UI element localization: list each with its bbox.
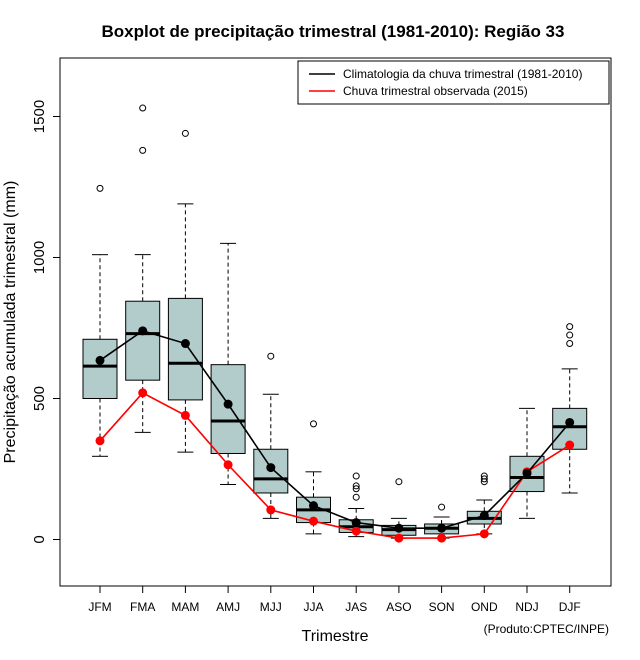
x-axis-title: Trimestre (302, 628, 369, 645)
series-point-observed (180, 410, 190, 420)
x-tick-label: DJF (559, 600, 581, 614)
outlier-point (181, 129, 189, 137)
y-axis-title: Precipitação acumulada trimestral (mm) (2, 181, 19, 464)
x-tick-label: MJJ (260, 600, 282, 614)
x-tick-label: JJA (303, 600, 323, 614)
box-djf (552, 323, 588, 494)
box-son (424, 503, 460, 539)
outlier-point (267, 352, 275, 360)
x-tick-label: MAM (171, 600, 199, 614)
outlier-point (352, 482, 360, 490)
box-iqr (167, 297, 203, 401)
box-iqr (210, 364, 246, 454)
x-tick-label: AMJ (216, 600, 240, 614)
x-tick-label: OND (471, 600, 498, 614)
series-point-climatology (95, 355, 105, 365)
series-point-climatology (266, 463, 276, 473)
series-line-observed (99, 391, 571, 539)
legend-label-climatology: Climatologia da chuva trimestral (1981-2… (343, 67, 582, 81)
series-point-climatology (180, 339, 190, 349)
x-tick-label: JAS (345, 600, 367, 614)
series-point-climatology (394, 523, 404, 533)
box-jfm (82, 184, 118, 457)
outlier-point (352, 472, 360, 480)
series-point-observed (223, 460, 233, 470)
series-lines (95, 326, 575, 543)
chart-title: Boxplot de precipitação trimestral (1981… (102, 22, 565, 41)
y-axis: 0 500 1000 1500 (31, 100, 61, 544)
series-point-observed (565, 440, 575, 450)
box-fma (125, 104, 161, 433)
legend-box (297, 60, 610, 105)
outlier-point (480, 472, 488, 480)
series-point-observed (95, 436, 105, 446)
boxes-group (82, 104, 588, 539)
x-tick-label: JFM (88, 600, 111, 614)
y-tick-label: 500 (31, 386, 48, 411)
series-point-climatology (223, 399, 233, 409)
x-tick-label: SON (429, 600, 455, 614)
outlier-point (438, 503, 446, 511)
y-tick-label: 1500 (31, 100, 48, 133)
x-tick-label: FMA (130, 600, 155, 614)
box-iqr (82, 338, 118, 399)
series-point-observed (309, 516, 318, 526)
outlier-point (566, 331, 574, 339)
series-point-observed (437, 533, 447, 543)
product-credit: (Produto:CPTEC/INPE) (484, 622, 609, 636)
outlier-point (310, 420, 317, 428)
x-tick-label: ASO (386, 600, 411, 614)
series-point-observed (479, 529, 489, 539)
series-point-climatology (309, 501, 318, 511)
outlier-point (566, 340, 574, 348)
series-point-climatology (479, 511, 489, 521)
outlier-point (395, 478, 403, 486)
box-iqr (125, 300, 161, 381)
x-tick-label: NDJ (515, 600, 538, 614)
box-mjj (253, 352, 289, 519)
series-point-observed (351, 526, 361, 536)
outlier-point (96, 184, 104, 192)
series-line-climatology (99, 329, 571, 530)
legend-label-observed: Chuva trimestral observada (2015) (343, 84, 528, 98)
outlier-point (566, 323, 574, 331)
series-point-climatology (437, 523, 447, 533)
outlier-point (139, 104, 147, 112)
series-point-observed (138, 388, 148, 398)
outlier-point (352, 493, 360, 501)
legend: Climatologia da chuva trimestral (1981-2… (297, 60, 610, 105)
outlier-point (139, 146, 147, 154)
box-amj (210, 242, 246, 486)
box-mam (167, 129, 203, 453)
series-point-climatology (351, 518, 361, 528)
series-point-climatology (522, 468, 532, 478)
series-point-observed (394, 533, 404, 543)
series-point-climatology (565, 417, 575, 427)
outlier-point (480, 475, 488, 483)
series-point-observed (266, 505, 276, 515)
y-tick-label: 1000 (31, 241, 48, 274)
series-point-climatology (138, 326, 148, 336)
outlier-point (352, 485, 360, 493)
x-axis: JFM FMA MAM AMJ MJJ JJA JAS ASO SON OND NDJ DJF (88, 586, 581, 614)
y-tick-label: 0 (31, 535, 48, 543)
box-ndj (509, 407, 545, 519)
